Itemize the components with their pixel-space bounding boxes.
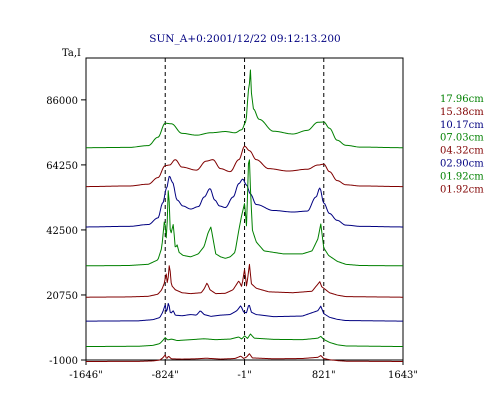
series-line-3 (85, 159, 404, 267)
series-line-6 (86, 333, 404, 348)
y-tick-label-3: 20750 (46, 291, 78, 302)
series-line-1 (86, 145, 403, 188)
y-tick-label-4: -1000 (49, 356, 78, 367)
y-tick-label-0: 86000 (46, 96, 78, 107)
chart-title: SUN_A+0:2001/12/22 09:12:13.200 (149, 33, 340, 45)
legend-item-6: 01.92cm (440, 171, 484, 182)
y-axis: 86000 64250 42500 20750 -1000 (46, 96, 86, 367)
legend-item-1: 15.38cm (440, 107, 484, 118)
x-tick-label-3: 821" (312, 370, 336, 381)
series-group (85, 69, 404, 362)
series-line-0 (86, 69, 403, 149)
x-tick-label-1: -824" (152, 370, 179, 381)
x-tick-label-0: -1646" (69, 370, 102, 381)
x-tick-label-2: -1" (237, 370, 251, 381)
y-tick-label-2: 42500 (46, 226, 78, 237)
legend-item-3: 07.03cm (440, 133, 484, 144)
legend-item-5: 02.90cm (440, 159, 484, 170)
legend-item-4: 04.32cm (440, 146, 484, 157)
series-line-4 (85, 263, 404, 298)
y-axis-label: Ta,I (62, 48, 81, 59)
series-line-7 (85, 353, 404, 362)
y-tick-label-1: 64250 (46, 161, 78, 172)
legend-item-7: 01.92cm (440, 184, 484, 195)
series-line-5 (85, 302, 404, 322)
x-axis: -1646" -824" -1" 821" 1643" (69, 360, 418, 381)
legend-item-0: 17.96cm (440, 94, 484, 105)
series-line-2 (86, 175, 403, 228)
x-tick-label-4: 1643" (388, 370, 418, 381)
legend: 17.96cm 15.38cm 10.17cm 07.03cm 04.32cm 02.90… (440, 94, 484, 195)
legend-item-2: 10.17cm (440, 120, 484, 131)
